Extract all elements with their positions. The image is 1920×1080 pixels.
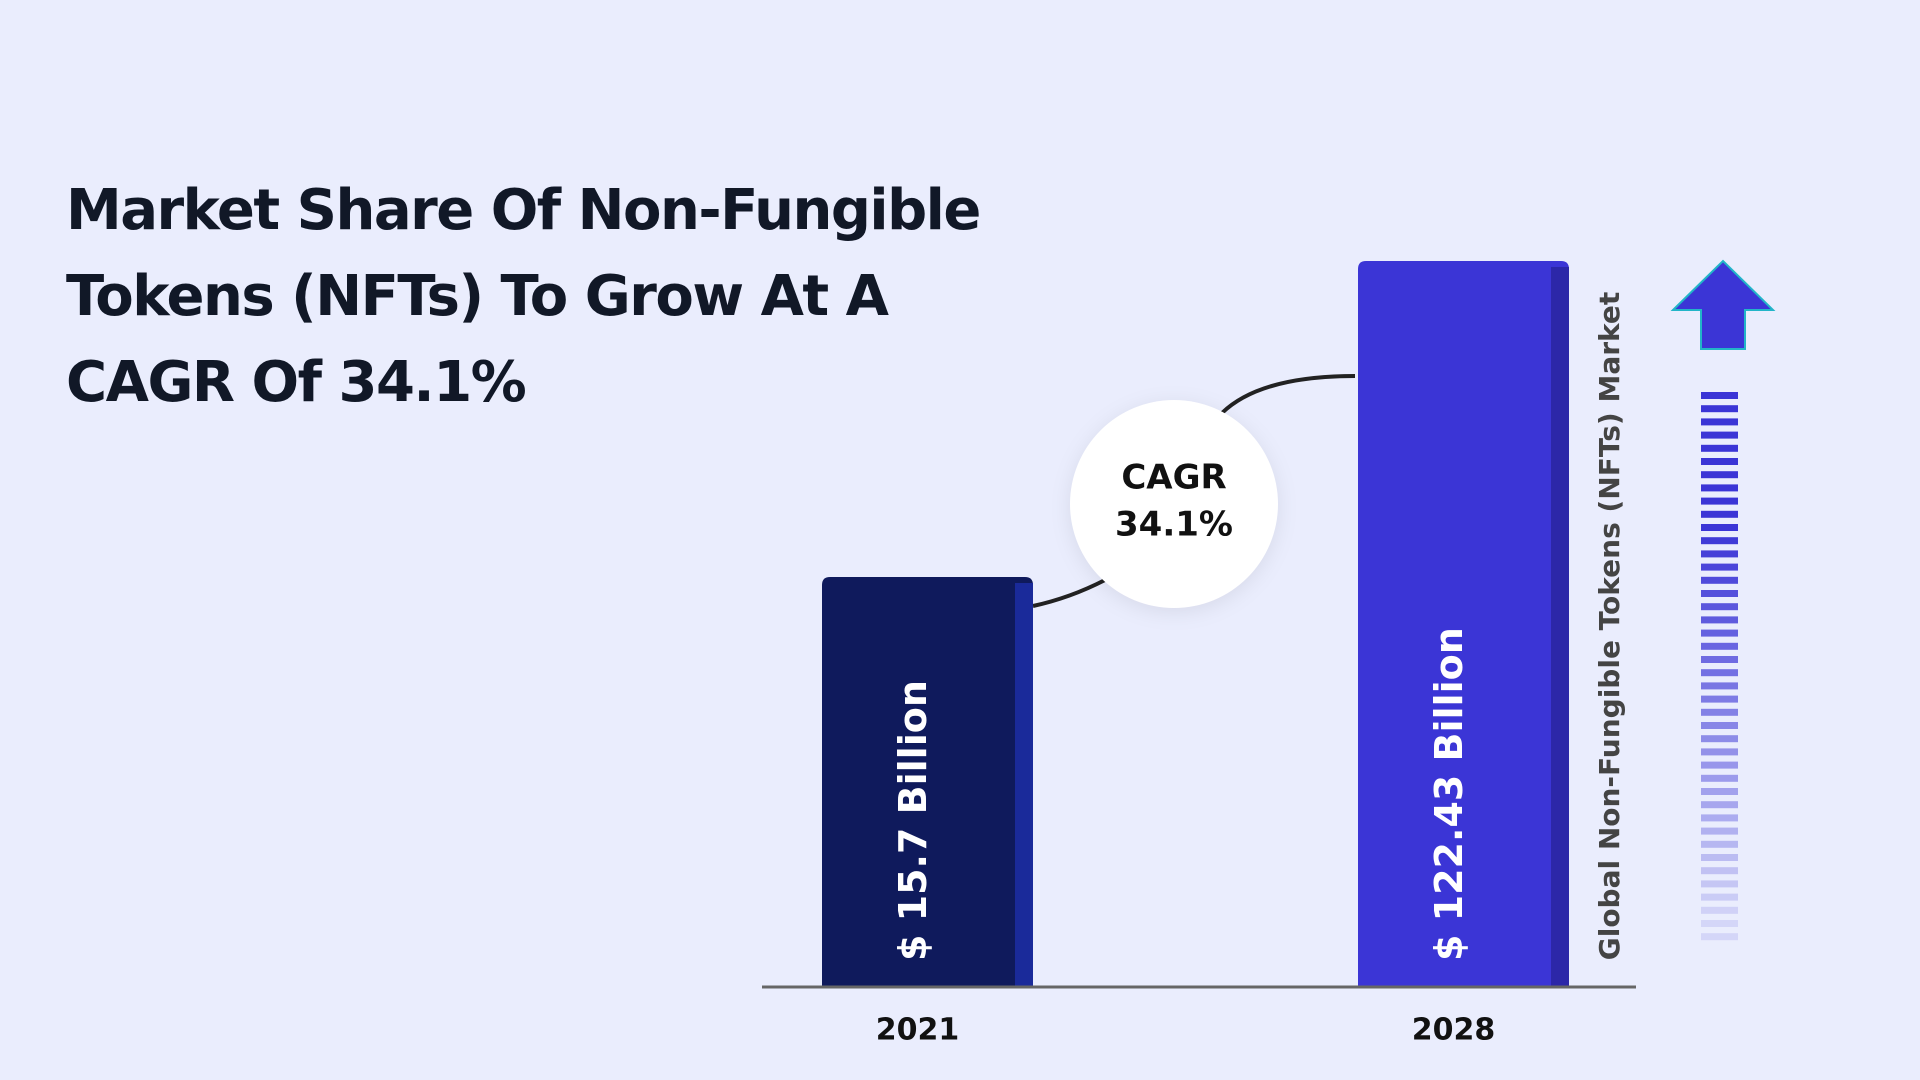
dash xyxy=(1701,484,1738,492)
dash xyxy=(1701,656,1738,663)
dash xyxy=(1701,893,1738,901)
x-tick-label: 2021 xyxy=(876,1013,960,1048)
dash xyxy=(1701,405,1738,413)
connector xyxy=(1220,374,1356,415)
dash xyxy=(1701,458,1738,465)
dash xyxy=(1701,814,1738,822)
dash xyxy=(1701,590,1738,597)
arrow xyxy=(1670,259,1776,350)
dash xyxy=(1701,827,1738,835)
dash xyxy=(1701,444,1738,452)
dash xyxy=(1701,563,1738,571)
dash xyxy=(1701,906,1738,914)
dash xyxy=(1701,867,1738,875)
dash xyxy=(1701,774,1738,782)
dash xyxy=(1701,392,1738,399)
bar-edge xyxy=(1015,583,1033,987)
dash xyxy=(1701,735,1738,743)
dash xyxy=(1701,524,1738,531)
dash xyxy=(1701,801,1738,809)
dash xyxy=(1701,788,1738,795)
dash xyxy=(1701,761,1738,769)
bar-edge xyxy=(1551,266,1569,988)
dash xyxy=(1701,840,1738,848)
connector xyxy=(1032,578,1106,608)
dash xyxy=(1701,603,1738,611)
dash xyxy=(1701,669,1738,677)
dash xyxy=(1701,854,1738,861)
dash xyxy=(1701,418,1738,426)
dash xyxy=(1701,642,1738,650)
chart-title: Market Share Of Non-Fungible Tokens (NFT… xyxy=(66,178,981,415)
dash xyxy=(1701,537,1738,545)
dash xyxy=(1701,920,1738,927)
dash xyxy=(1701,708,1738,716)
y-axis-label: Global Non-Fungible Tokens (NFTs) Market xyxy=(1593,292,1626,961)
bar xyxy=(822,577,1033,987)
value-label: $ 122.43 Billion xyxy=(1427,627,1471,961)
dash xyxy=(1701,431,1738,439)
value-label: $ 15.7 Billion xyxy=(891,680,935,961)
dash xyxy=(1701,471,1738,479)
x-tick-label: 2028 xyxy=(1412,1013,1496,1048)
dash xyxy=(1701,550,1738,558)
cagr-value: 34.1% xyxy=(1115,505,1233,545)
decoration xyxy=(1701,392,1738,941)
cagr-label: CAGR xyxy=(1121,458,1226,498)
dash xyxy=(1701,682,1738,690)
dash xyxy=(1701,616,1738,624)
dash xyxy=(1701,629,1738,637)
bar xyxy=(1358,260,1569,988)
dash xyxy=(1701,722,1738,729)
cagr-badge xyxy=(1070,400,1278,608)
dash xyxy=(1701,933,1738,941)
dash xyxy=(1701,695,1738,703)
dash xyxy=(1701,880,1738,888)
dash xyxy=(1701,510,1738,518)
dash xyxy=(1701,748,1738,756)
dash xyxy=(1701,497,1738,505)
dash xyxy=(1701,576,1738,584)
